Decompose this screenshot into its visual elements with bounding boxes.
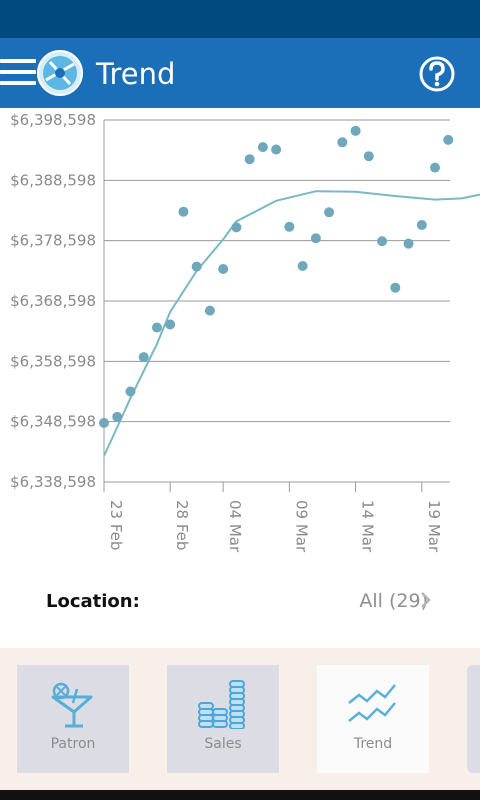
data-point bbox=[191, 261, 202, 272]
data-point bbox=[324, 207, 335, 218]
data-point bbox=[337, 137, 348, 148]
x-tick-label: 28 Feb bbox=[173, 500, 191, 550]
data-point bbox=[231, 222, 242, 233]
x-tick-label: 09 Mar bbox=[292, 500, 310, 553]
tab-label: Sales bbox=[204, 736, 242, 752]
data-point bbox=[377, 236, 388, 247]
data-point bbox=[443, 134, 454, 145]
data-point bbox=[138, 352, 149, 363]
tab-label: Patron bbox=[50, 736, 96, 752]
data-point bbox=[403, 238, 414, 249]
data-point bbox=[204, 305, 215, 316]
tab-partial[interactable] bbox=[467, 665, 480, 773]
data-point bbox=[244, 154, 255, 165]
tab-sales[interactable]: Sales bbox=[167, 665, 279, 773]
location-row[interactable]: Location: All (29) bbox=[0, 580, 480, 620]
x-tick-label: 04 Mar bbox=[226, 500, 244, 553]
tab-patron[interactable]: Patron bbox=[17, 665, 129, 773]
data-point bbox=[350, 125, 361, 136]
trend-line bbox=[103, 190, 480, 457]
trend-lines-icon bbox=[348, 684, 396, 722]
bottom-strip bbox=[0, 790, 480, 800]
data-point bbox=[271, 144, 282, 155]
cocktail-glass-icon bbox=[51, 682, 93, 728]
page-title: Trend bbox=[96, 57, 176, 91]
x-tick-label: 19 Mar bbox=[425, 500, 443, 553]
y-tick-label: $6,348,598 bbox=[10, 413, 96, 431]
hamburger-menu-icon[interactable] bbox=[0, 59, 38, 87]
data-point bbox=[257, 142, 268, 153]
chevron-right-icon[interactable] bbox=[418, 590, 434, 610]
app-logo-icon bbox=[36, 48, 84, 98]
data-point bbox=[297, 260, 308, 271]
tab-label: Trend bbox=[353, 736, 393, 752]
y-tick-label: $6,398,598 bbox=[10, 111, 96, 129]
y-tick-label: $6,378,598 bbox=[10, 232, 96, 250]
data-point bbox=[284, 221, 295, 232]
y-tick-label: $6,358,598 bbox=[10, 352, 96, 370]
data-point bbox=[363, 151, 374, 162]
data-point bbox=[430, 162, 441, 173]
data-point bbox=[390, 282, 401, 293]
location-label: Location: bbox=[46, 591, 140, 612]
status-bar bbox=[0, 0, 480, 38]
tab-trend[interactable]: Trend bbox=[317, 665, 429, 773]
data-point bbox=[310, 233, 321, 244]
x-tick-label: 14 Mar bbox=[359, 500, 377, 553]
data-point bbox=[112, 411, 123, 422]
data-point bbox=[165, 319, 176, 330]
data-point bbox=[125, 386, 136, 397]
data-point bbox=[99, 417, 109, 428]
y-tick-label: $6,368,598 bbox=[10, 292, 96, 310]
trend-chart: $6,398,598 $6,388,598 $6,378,598 $6,368,598… bbox=[10, 111, 480, 553]
data-point bbox=[416, 219, 427, 230]
y-tick-label: $6,338,598 bbox=[10, 473, 96, 491]
coin-stacks-icon bbox=[198, 680, 245, 729]
data-point bbox=[218, 264, 229, 275]
x-tick-label: 23 Feb bbox=[107, 500, 125, 550]
bottom-tab-bar: Patron Sales Trend bbox=[0, 648, 480, 790]
data-point bbox=[178, 206, 189, 217]
location-value[interactable]: All (29) bbox=[359, 590, 428, 612]
question-mark-icon[interactable] bbox=[418, 55, 456, 93]
data-point bbox=[151, 322, 162, 333]
y-tick-label: $6,388,598 bbox=[10, 171, 96, 189]
